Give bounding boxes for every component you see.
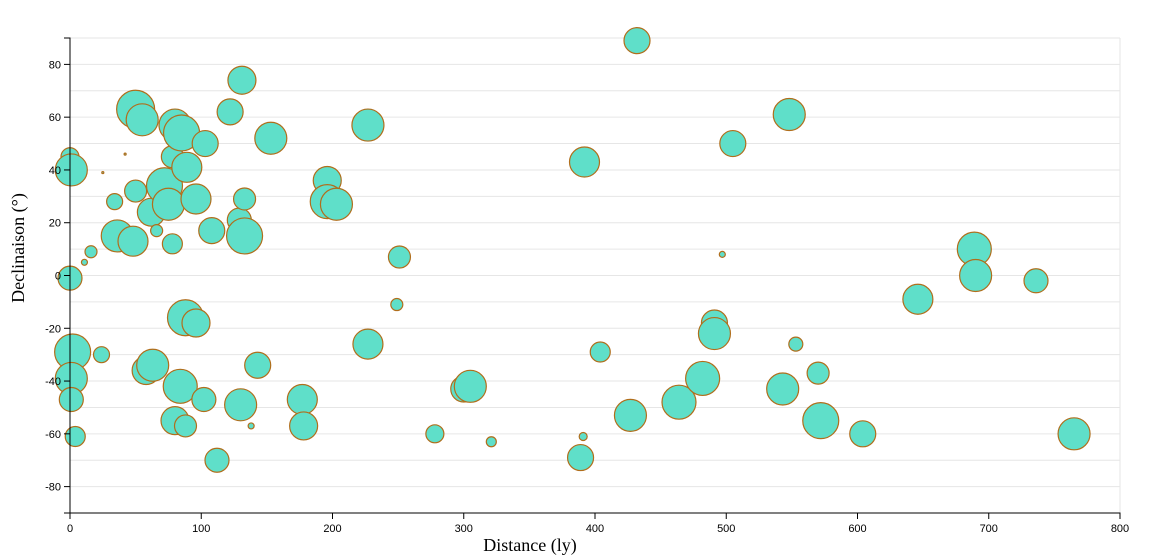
data-point	[959, 258, 993, 293]
data-point	[390, 297, 404, 312]
data-point	[225, 217, 264, 255]
y-tick-label: 80	[49, 59, 61, 71]
data-point	[124, 179, 148, 203]
data-point	[319, 187, 354, 221]
data-point	[161, 233, 183, 255]
data-point	[718, 250, 726, 258]
x-tick-label: 0	[67, 523, 73, 535]
data-point	[697, 316, 732, 351]
data-point	[719, 129, 747, 158]
data-point	[613, 398, 648, 432]
data-point	[351, 108, 385, 142]
y-tick-label: -80	[45, 482, 61, 494]
data-point	[123, 152, 127, 156]
data-point	[198, 217, 226, 245]
data-point	[578, 431, 588, 442]
data-point	[150, 224, 164, 238]
data-point	[772, 97, 806, 132]
data-point	[1023, 268, 1049, 294]
data-point	[173, 414, 198, 438]
x-tick-label: 300	[455, 523, 473, 535]
data-point	[92, 346, 111, 364]
data-point	[244, 351, 272, 379]
y-tick-label: 0	[55, 271, 61, 283]
data-points	[54, 27, 1091, 473]
data-point	[849, 420, 877, 448]
data-point	[766, 372, 800, 406]
data-point	[425, 424, 445, 444]
data-point	[181, 308, 211, 338]
data-point	[453, 369, 487, 403]
data-point	[254, 121, 288, 155]
data-point	[171, 151, 203, 183]
data-point	[623, 27, 651, 55]
data-point	[191, 386, 217, 413]
y-tick-label: 40	[49, 165, 61, 177]
data-point	[387, 245, 412, 269]
data-point	[566, 443, 595, 472]
data-point	[151, 187, 186, 221]
data-point	[802, 402, 840, 440]
y-tick-label: 20	[49, 218, 61, 230]
data-point	[232, 187, 257, 211]
data-point	[101, 170, 105, 175]
data-point	[64, 425, 86, 448]
data-point	[589, 341, 611, 363]
x-tick-label: 200	[323, 523, 341, 535]
y-tick-label: -60	[45, 429, 61, 441]
x-tick-label: 600	[848, 523, 866, 535]
data-point	[247, 422, 255, 430]
x-axis-title: Distance (ly)	[483, 535, 576, 556]
data-point	[352, 328, 384, 360]
data-point	[106, 193, 124, 211]
data-point	[204, 447, 230, 473]
data-point	[685, 360, 721, 397]
data-point	[485, 436, 497, 448]
data-point	[191, 129, 219, 158]
data-point	[180, 183, 212, 215]
x-tick-label: 400	[586, 523, 604, 535]
data-point	[902, 283, 934, 315]
data-point	[289, 411, 319, 441]
data-point	[788, 336, 804, 352]
data-point	[54, 153, 88, 187]
x-tick-label: 800	[1111, 523, 1129, 535]
data-point	[162, 368, 198, 404]
x-tick-label: 700	[980, 523, 998, 535]
data-point	[216, 98, 244, 126]
data-point	[227, 65, 257, 95]
data-point	[224, 388, 258, 422]
data-point	[117, 225, 149, 257]
data-point	[568, 146, 601, 178]
x-tick-label: 100	[192, 523, 210, 535]
y-axis-title: Declinaison (°)	[8, 193, 29, 303]
data-point	[80, 258, 89, 266]
data-point	[84, 245, 98, 259]
y-tick-label: 60	[49, 112, 61, 124]
data-point	[125, 103, 159, 137]
data-point	[286, 383, 318, 416]
y-tick-label: -40	[45, 376, 61, 388]
y-tick-label: -20	[45, 323, 61, 335]
data-point	[136, 348, 170, 382]
data-point	[1057, 417, 1091, 451]
data-point	[58, 386, 84, 413]
data-point	[806, 361, 830, 385]
x-tick-label: 500	[717, 523, 735, 535]
data-point	[661, 384, 697, 420]
